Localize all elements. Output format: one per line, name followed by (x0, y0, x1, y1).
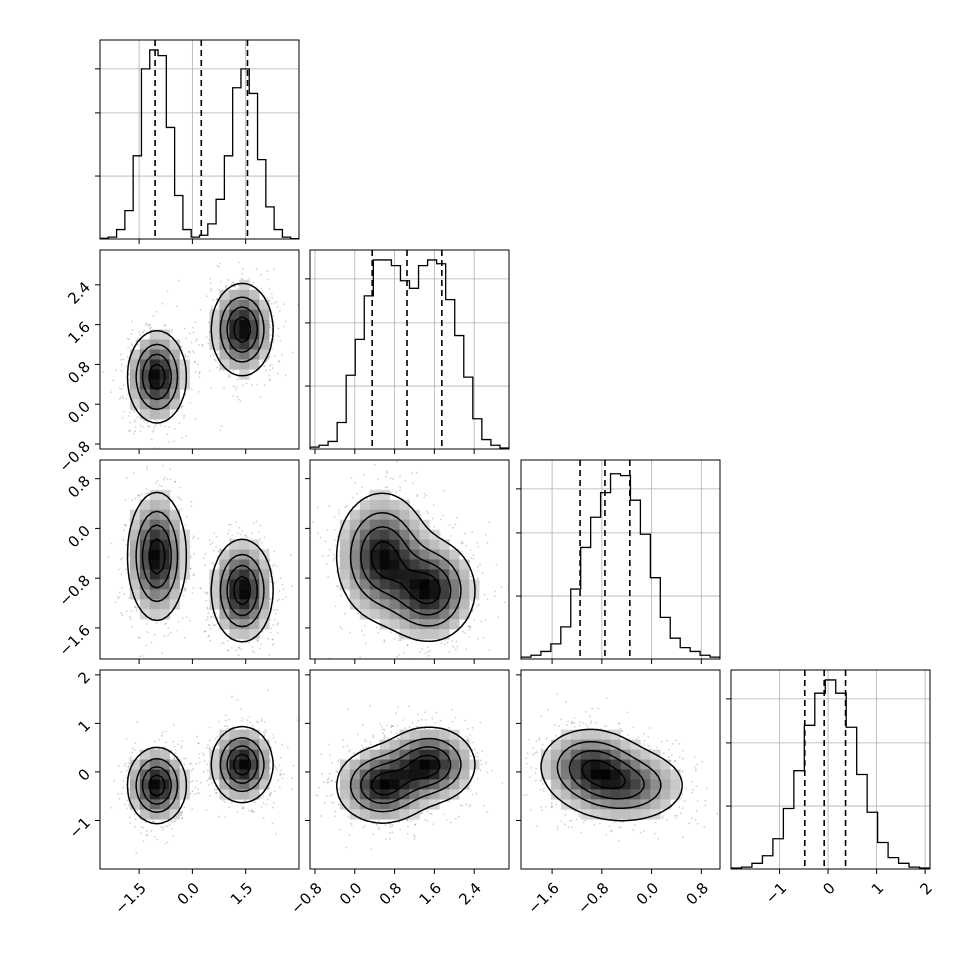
y-tick-label: 1.6 (64, 318, 94, 348)
density-blocks (129, 729, 270, 820)
x-tick-label: 2 (916, 879, 935, 898)
contour-level-0 (335, 726, 476, 824)
y-tick-label: 0.0 (64, 522, 94, 552)
x-tick-label: 0.0 (336, 879, 366, 909)
x-tick-label: 1.5 (227, 879, 257, 909)
panel-frame (99, 669, 300, 870)
density-blocks (339, 489, 480, 640)
y-tick-label: −0.8 (56, 571, 94, 609)
contour-level-3 (581, 759, 627, 790)
x-tick-label: 2.4 (455, 879, 485, 909)
contour-level-1 (349, 737, 462, 813)
y-tick-label: 2.4 (64, 278, 94, 308)
contour-level-3 (148, 538, 252, 606)
contour-level-2 (568, 749, 645, 800)
scatter-points (102, 261, 299, 449)
y-tick-label: 2 (75, 668, 94, 687)
x-tick-label: 1 (868, 879, 887, 898)
panel-3-1: −0.8 0.0 0.8 1.6 2.4 (287, 669, 510, 918)
contour-level-1 (135, 296, 265, 411)
y-tick-label: 0.8 (64, 358, 94, 388)
y-tick-label: −1 (66, 814, 94, 842)
x-tick-label: 0 (819, 879, 838, 898)
contour-level-2 (360, 526, 452, 616)
x-tick-label: 1.6 (416, 879, 446, 909)
contour-level-2 (141, 306, 258, 401)
histogram-step-1 (310, 259, 509, 449)
histogram-step-0 (100, 49, 299, 239)
y-tick-label: 0.8 (64, 472, 94, 502)
panel-3-3: −1 0 1 2 (726, 669, 936, 907)
contour-level-1 (556, 740, 662, 809)
panel-1-1 (305, 249, 510, 454)
panel-frame (99, 39, 300, 240)
panel-frame (309, 669, 510, 870)
contour-level-3 (148, 753, 252, 797)
contour-level-1 (349, 511, 462, 627)
x-tick-label: −0.8 (287, 879, 325, 917)
panel-frame (730, 669, 931, 870)
panel-0-0 (95, 39, 300, 244)
panel-2-2 (516, 459, 721, 664)
contour-level-3 (370, 754, 441, 796)
contour-lines (540, 728, 683, 822)
contour-lines (126, 725, 274, 825)
y-tick-label: 0.0 (64, 398, 94, 428)
x-tick-label: −0.8 (574, 879, 612, 917)
x-tick-label: 0.8 (682, 879, 712, 909)
panel-frame (309, 459, 510, 660)
contour-lines (126, 491, 274, 643)
panel-frame (309, 249, 510, 450)
y-tick-label: 0 (75, 765, 94, 784)
contour-level-0 (540, 728, 683, 822)
contour-level-2 (360, 746, 452, 805)
contour-level-3 (370, 540, 441, 605)
contour-level-2 (141, 524, 258, 617)
contour-lines (126, 282, 274, 424)
y-tick-label: −0.8 (56, 437, 94, 475)
histogram-step-3 (731, 679, 930, 869)
panel-2-1 (305, 459, 510, 664)
contour-level-3 (148, 316, 252, 391)
panel-3-2: −1.6 −0.8 0.0 0.8 (516, 669, 721, 918)
contour-level-0 (126, 725, 274, 825)
panel-frame (99, 249, 300, 450)
panel-frame (99, 459, 300, 660)
contour-level-1 (135, 737, 265, 814)
histogram-step-2 (521, 473, 720, 659)
contour-level-2 (141, 745, 258, 805)
contour-level-0 (126, 282, 274, 424)
x-tick-label: 0.8 (376, 879, 406, 909)
x-tick-label: −1.5 (111, 879, 149, 917)
panel-2-0: −1.6 −0.8 0.0 0.8 (56, 459, 300, 664)
panel-3-0: −1.5 0.0 1.5 −1 0 1 2 (66, 668, 300, 918)
contour-lines (335, 726, 476, 824)
panel-1-0: −0.8 0.0 0.8 1.6 2.4 (56, 249, 300, 476)
contour-lines (335, 492, 476, 643)
y-tick-label: −1.6 (56, 621, 94, 659)
panel-frame (520, 669, 721, 870)
x-tick-label: −1.6 (524, 879, 562, 917)
x-tick-label: −1 (762, 879, 790, 907)
panel-frame (520, 459, 721, 660)
x-tick-label: 0.0 (633, 879, 663, 909)
contour-level-0 (335, 492, 476, 643)
x-tick-label: 0.0 (174, 879, 204, 909)
contour-level-0 (126, 491, 274, 643)
y-tick-label: 1 (75, 717, 94, 736)
density-blocks (540, 729, 681, 820)
contour-level-1 (135, 510, 265, 628)
